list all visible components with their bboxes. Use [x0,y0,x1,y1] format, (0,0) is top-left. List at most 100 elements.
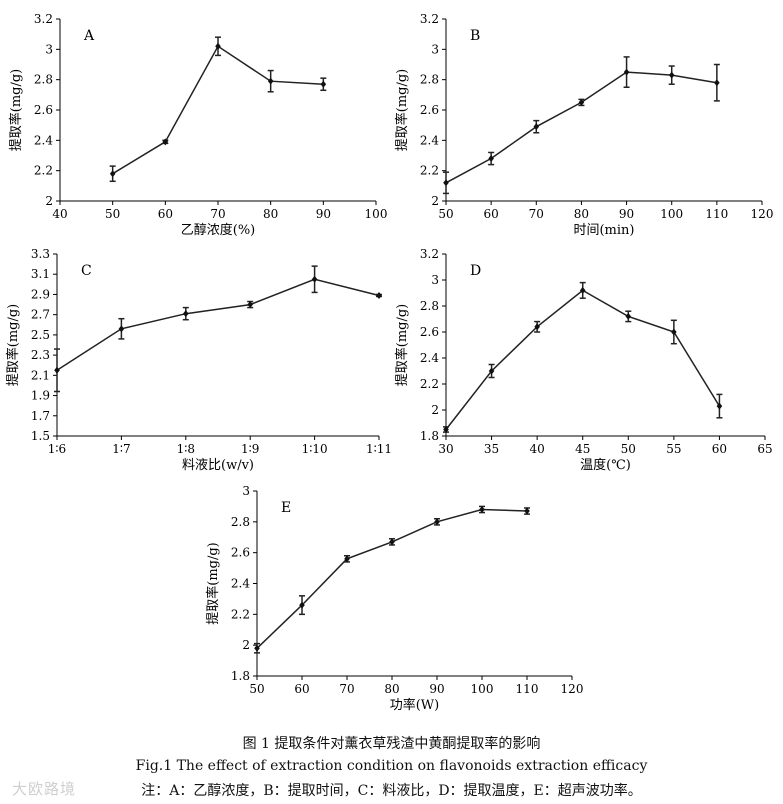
series-line-e [256,508,528,649]
x-axis-label-e: 功率(W) [390,697,440,713]
x-tick-label-e: 100 [471,682,494,696]
y-tick-label-d: 3 [431,273,439,287]
y-tick-label-a: 3 [45,42,53,56]
data-point-d [671,328,677,336]
y-tick-label-a: 3.2 [34,12,53,26]
x-tick-label-a: 70 [210,207,225,221]
y-tick-label-c: 1.9 [31,389,50,403]
chart-d: 30 35 40 45 50 55 60 65 1.8 2 2.2 2.4 2.6 2.8 3 3.2 温度(℃… [394,247,773,473]
x-axis-label-d: 温度(℃) [580,457,631,473]
data-point-d [488,367,495,375]
y-tick-label-d: 2.6 [420,325,439,339]
x-tick-label-b: 60 [484,207,499,221]
data-point-b [668,71,675,79]
data-point-b [714,79,720,87]
x-tick-label-a: 80 [263,207,278,221]
y-tick-label-b: 2.8 [420,73,439,87]
y-tick-label-d: 2.2 [420,377,439,391]
chart-a: 40 50 60 70 80 90 100 2 2.2 2.4 2.6 2.8 3 3.2 乙醇浓度(%) 提… [8,12,387,238]
data-point-d [443,426,449,433]
data-point-c [183,310,189,318]
x-axis-label-b: 时间(min) [573,223,634,238]
data-point-e [389,538,395,546]
data-point-a [162,138,169,146]
data-point-e [344,555,350,563]
figure-caption-chinese: 图 1 提取条件对薰衣草残渣中黄酮提取率的影响 [242,736,541,752]
x-tick-label-c: 1∶10 [302,442,328,456]
y-tick-label-c: 1.5 [31,429,50,443]
y-axis-label-a: 提取率(mg/g) [8,69,24,152]
data-point-a [267,77,274,85]
x-tick-label-b: 110 [705,207,728,221]
data-point-e [254,644,260,652]
y-tick-label-c: 2.7 [31,308,50,322]
x-tick-label-c: 1∶7 [112,442,130,456]
x-tick-label-c: 1∶8 [177,442,195,456]
y-tick-label-d: 2.4 [420,351,439,365]
panel-label-b: B [470,28,480,44]
y-tick-label-c: 3.1 [31,267,50,281]
data-point-a [215,42,221,50]
data-point-e [524,507,530,515]
x-tick-label-c: 1∶11 [366,442,392,456]
panel-label-e: E [281,500,291,516]
x-tick-label-b: 120 [751,207,774,221]
x-tick-label-e: 110 [516,682,539,696]
data-point-b [443,179,449,187]
x-tick-label-a: 40 [52,207,67,221]
data-point-c [54,366,60,374]
x-tick-label-d: 65 [757,442,772,456]
panel-label-a: A [83,28,95,44]
data-point-d [579,286,586,294]
y-tick-label-c: 1.7 [31,409,50,423]
x-tick-label-a: 100 [365,207,388,221]
x-tick-label-b: 100 [660,207,683,221]
series-line-a [112,45,324,175]
y-tick-label-b: 2 [431,194,439,208]
x-tick-label-e: 60 [294,682,309,696]
x-tick-label-e: 50 [249,682,264,696]
series-line-c [56,278,380,371]
y-tick-label-e: 2 [242,638,250,652]
y-tick-label-c: 3.3 [31,247,50,261]
x-tick-label-d: 60 [712,442,727,456]
series-line-d [445,289,721,430]
data-point-b [578,98,585,106]
x-tick-label-b: 90 [619,207,634,221]
x-tick-label-e: 120 [561,682,584,696]
data-point-a [320,80,327,88]
x-tick-label-d: 50 [621,442,636,456]
x-tick-label-d: 45 [575,442,590,456]
x-axis-label-a: 乙醇浓度(%) [181,222,256,238]
y-tick-label-a: 2.6 [34,103,53,117]
y-axis-label-d: 提取率(mg/g) [394,304,410,387]
x-tick-label-b: 80 [574,207,589,221]
data-point-d [716,402,723,410]
y-tick-label-e: 2.4 [231,577,250,591]
x-tick-label-d: 30 [438,442,453,456]
x-tick-label-d: 35 [484,442,499,456]
x-tick-label-d: 55 [666,442,681,456]
data-point-b [623,68,630,76]
panel-label-d: D [470,263,481,279]
x-tick-label-c: 1∶6 [48,442,66,456]
y-axis-label-c: 提取率(mg/g) [5,304,21,387]
y-tick-label-a: 2.8 [34,73,53,87]
data-point-c [311,275,318,283]
y-tick-label-c: 2.9 [31,287,50,301]
x-tick-label-a: 50 [105,207,120,221]
x-tick-label-a: 90 [316,207,331,221]
figure-caption-english: Fig.1 The effect of extraction condition… [135,758,648,774]
data-point-e [299,601,305,609]
data-point-e [434,518,440,526]
data-point-c [118,325,125,333]
y-tick-label-d: 2.8 [420,299,439,313]
x-axis-label-c: 料液比(w/v) [182,458,254,473]
y-tick-label-e: 3 [242,484,250,498]
x-tick-label-e: 80 [384,682,399,696]
y-tick-label-a: 2.2 [34,164,53,178]
y-tick-label-c: 2.1 [31,368,50,382]
data-point-d [534,323,540,331]
figure-note: 注：A：乙醇浓度，B：提取时间，C：料液比，D：提取温度，E：超声波功率。 [141,783,642,799]
data-point-e [479,506,485,513]
